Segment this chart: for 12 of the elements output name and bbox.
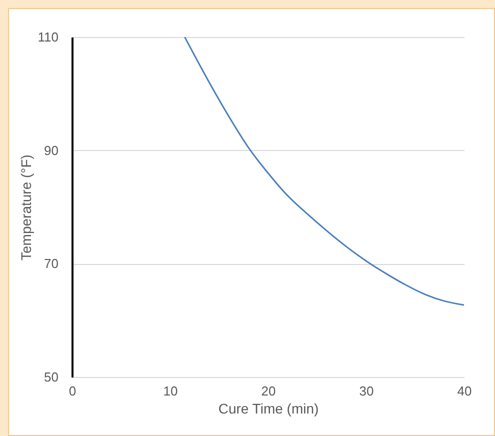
y-tick-label: 70 <box>44 256 58 272</box>
line-series <box>184 37 464 306</box>
x-axis-title: Cure Time (min) <box>218 400 319 416</box>
x-tick-label: 10 <box>163 384 178 398</box>
y-tick-label: 110 <box>38 30 58 44</box>
x-tick-label: 30 <box>359 384 374 398</box>
x-tick-label: 40 <box>457 384 472 398</box>
y-tick-label: 50 <box>44 370 58 384</box>
x-tick-label: 0 <box>68 384 76 398</box>
x-tick-label: 20 <box>261 384 276 398</box>
y-tick-label: 90 <box>44 142 58 158</box>
y-axis-title: Temperature (°F) <box>18 154 34 260</box>
